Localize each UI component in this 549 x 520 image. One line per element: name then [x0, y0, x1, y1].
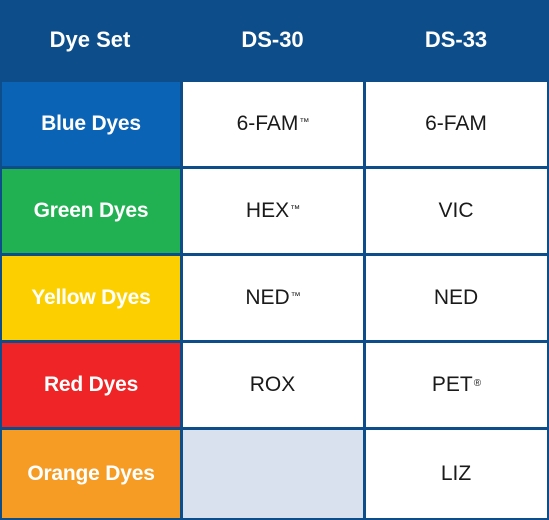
table-row: Orange Dyes LIZ [0, 430, 549, 518]
ds33-value: NED [366, 256, 547, 340]
header-ds-33: DS-33 [424, 27, 488, 52]
ds30-empty-cell [183, 430, 363, 518]
ds33-value: LIZ [366, 430, 547, 518]
table-row: Yellow Dyes NED ™ NED [0, 256, 549, 340]
row-label: Blue Dyes [2, 82, 180, 166]
row-label: Red Dyes [2, 343, 180, 427]
ds33-value: 6-FAM [366, 82, 547, 166]
header-dye-set: Dye Set [49, 27, 131, 52]
ds30-value: HEX ™ [183, 169, 363, 253]
row-label: Yellow Dyes [2, 256, 180, 340]
table-row: Red Dyes ROX PET ® [0, 343, 549, 427]
ds30-value: ROX [183, 343, 363, 427]
table-row: Green Dyes HEX ™ VIC [0, 169, 549, 253]
table-row: Blue Dyes 6-FAM ™ 6-FAM [0, 82, 549, 166]
header-ds-30: DS-30 [241, 27, 304, 52]
ds30-value: NED ™ [183, 256, 363, 340]
ds33-value: VIC [366, 169, 547, 253]
row-label: Green Dyes [2, 169, 180, 253]
table-header: Dye Set DS-30 DS-33 [0, 0, 549, 80]
ds30-value: 6-FAM ™ [183, 82, 363, 166]
row-label: Orange Dyes [2, 430, 180, 518]
ds33-value: PET ® [366, 343, 547, 427]
